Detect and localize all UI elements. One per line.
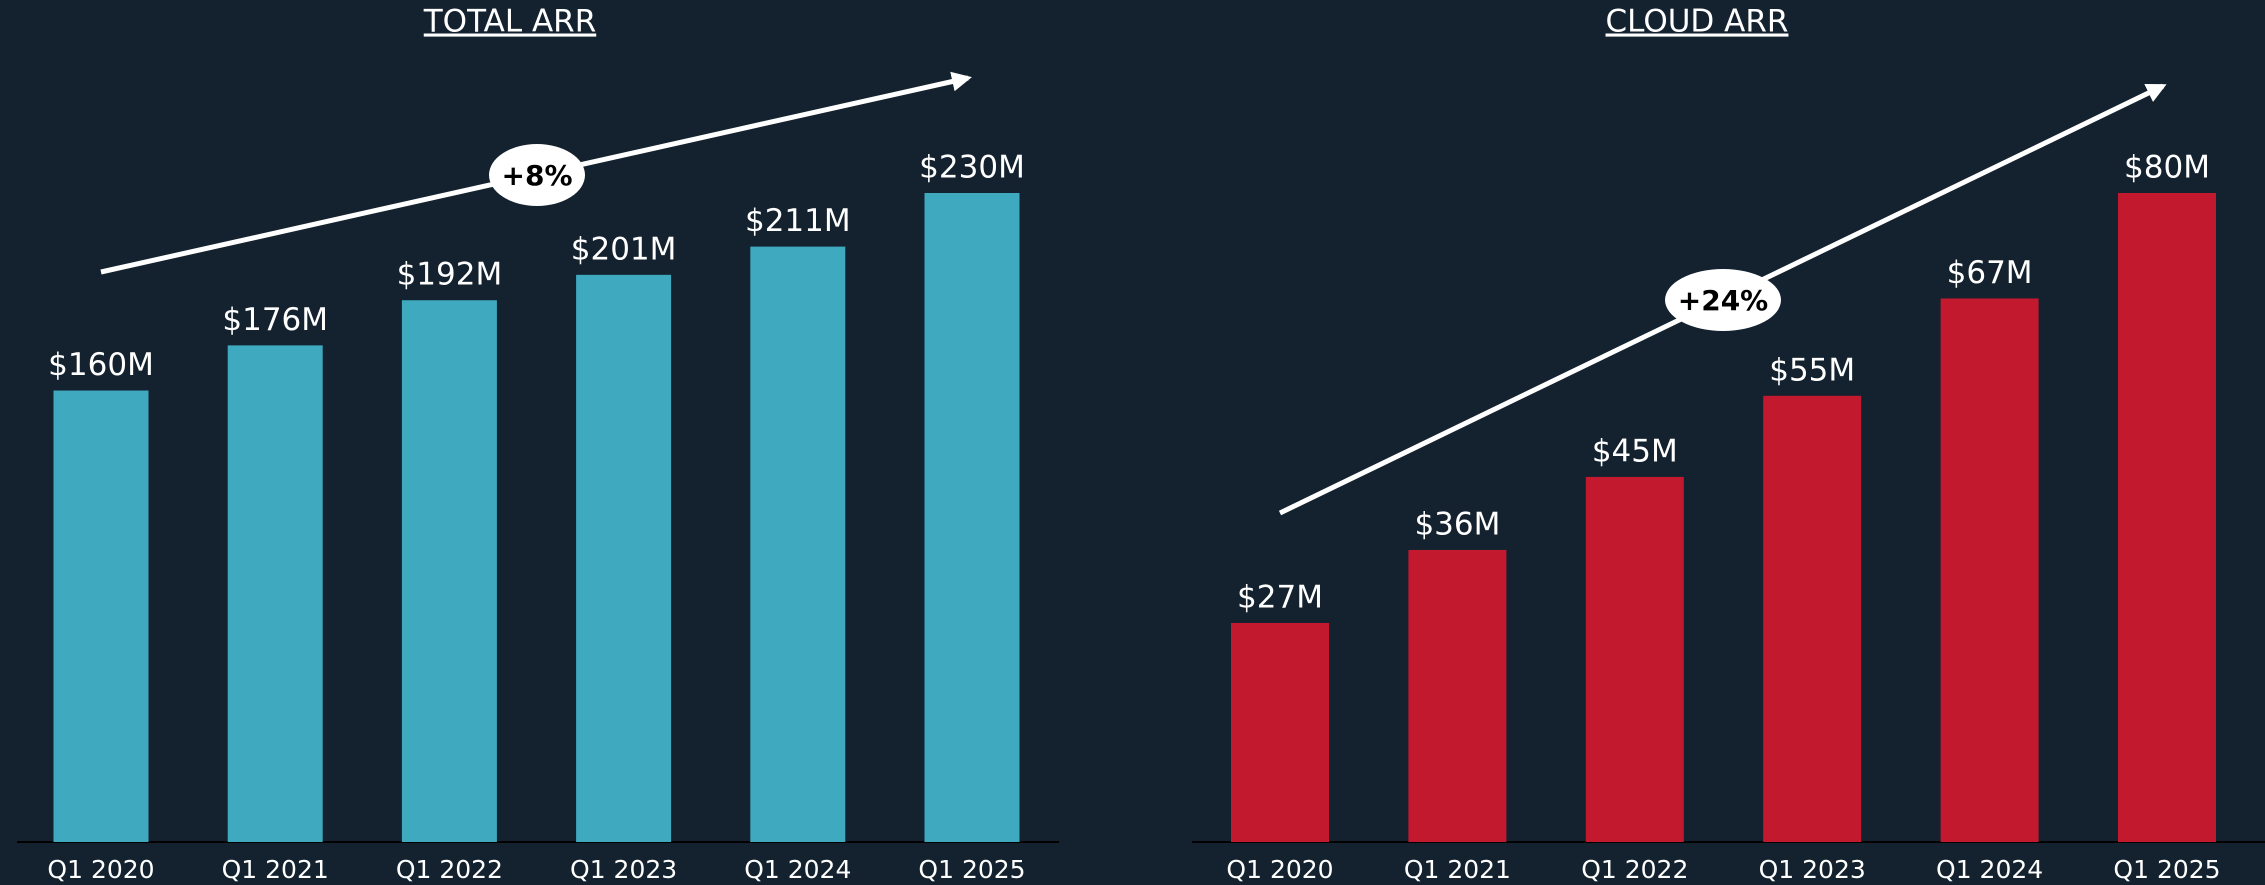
value-label: $45M	[1592, 433, 1678, 469]
value-label: $27M	[1237, 579, 1323, 615]
x-tick-label: Q1 2025	[918, 855, 1025, 884]
value-label: $80M	[2124, 150, 2210, 186]
bar	[1763, 395, 1862, 842]
value-label: $192M	[397, 257, 503, 293]
x-tick-label: Q1 2021	[222, 855, 329, 884]
bar	[2118, 193, 2216, 842]
x-tick-label: Q1 2020	[1226, 855, 1333, 884]
x-tick-label: Q1 2025	[2113, 855, 2220, 884]
bar	[924, 193, 1020, 842]
bar	[1940, 298, 2039, 842]
value-label: $230M	[919, 150, 1025, 186]
x-tick-label: Q1 2022	[396, 855, 503, 884]
chart-title: CLOUD ARR	[1606, 4, 1789, 40]
x-tick-label: Q1 2023	[570, 855, 677, 884]
annotation: +24%	[1678, 284, 1768, 317]
chart-title: TOTAL ARR	[423, 4, 596, 40]
value-label: $201M	[571, 231, 677, 267]
bar	[227, 345, 323, 842]
x-tick-label: Q1 2024	[1936, 855, 2043, 884]
bar	[576, 274, 672, 842]
bar	[750, 246, 846, 842]
value-label: $36M	[1414, 506, 1500, 542]
bar	[401, 300, 497, 842]
x-tick-label: Q1 2022	[1581, 855, 1688, 884]
x-tick-label: Q1 2021	[1404, 855, 1511, 884]
value-label: $67M	[1947, 255, 2033, 291]
annotation-bubble	[1665, 269, 1781, 331]
x-tick-label: Q1 2024	[744, 855, 851, 884]
value-label: $55M	[1769, 352, 1855, 388]
value-label: $176M	[222, 302, 328, 338]
bar	[1231, 622, 1329, 842]
bar	[1408, 549, 1507, 842]
value-label: $211M	[745, 203, 851, 239]
value-label: $160M	[48, 347, 154, 383]
bar	[53, 390, 149, 842]
annotation-bubble	[489, 144, 585, 206]
annotation: +8%	[502, 159, 573, 192]
x-tick-label: Q1 2020	[47, 855, 154, 884]
x-tick-label: Q1 2023	[1759, 855, 1866, 884]
bar	[1585, 476, 1684, 842]
